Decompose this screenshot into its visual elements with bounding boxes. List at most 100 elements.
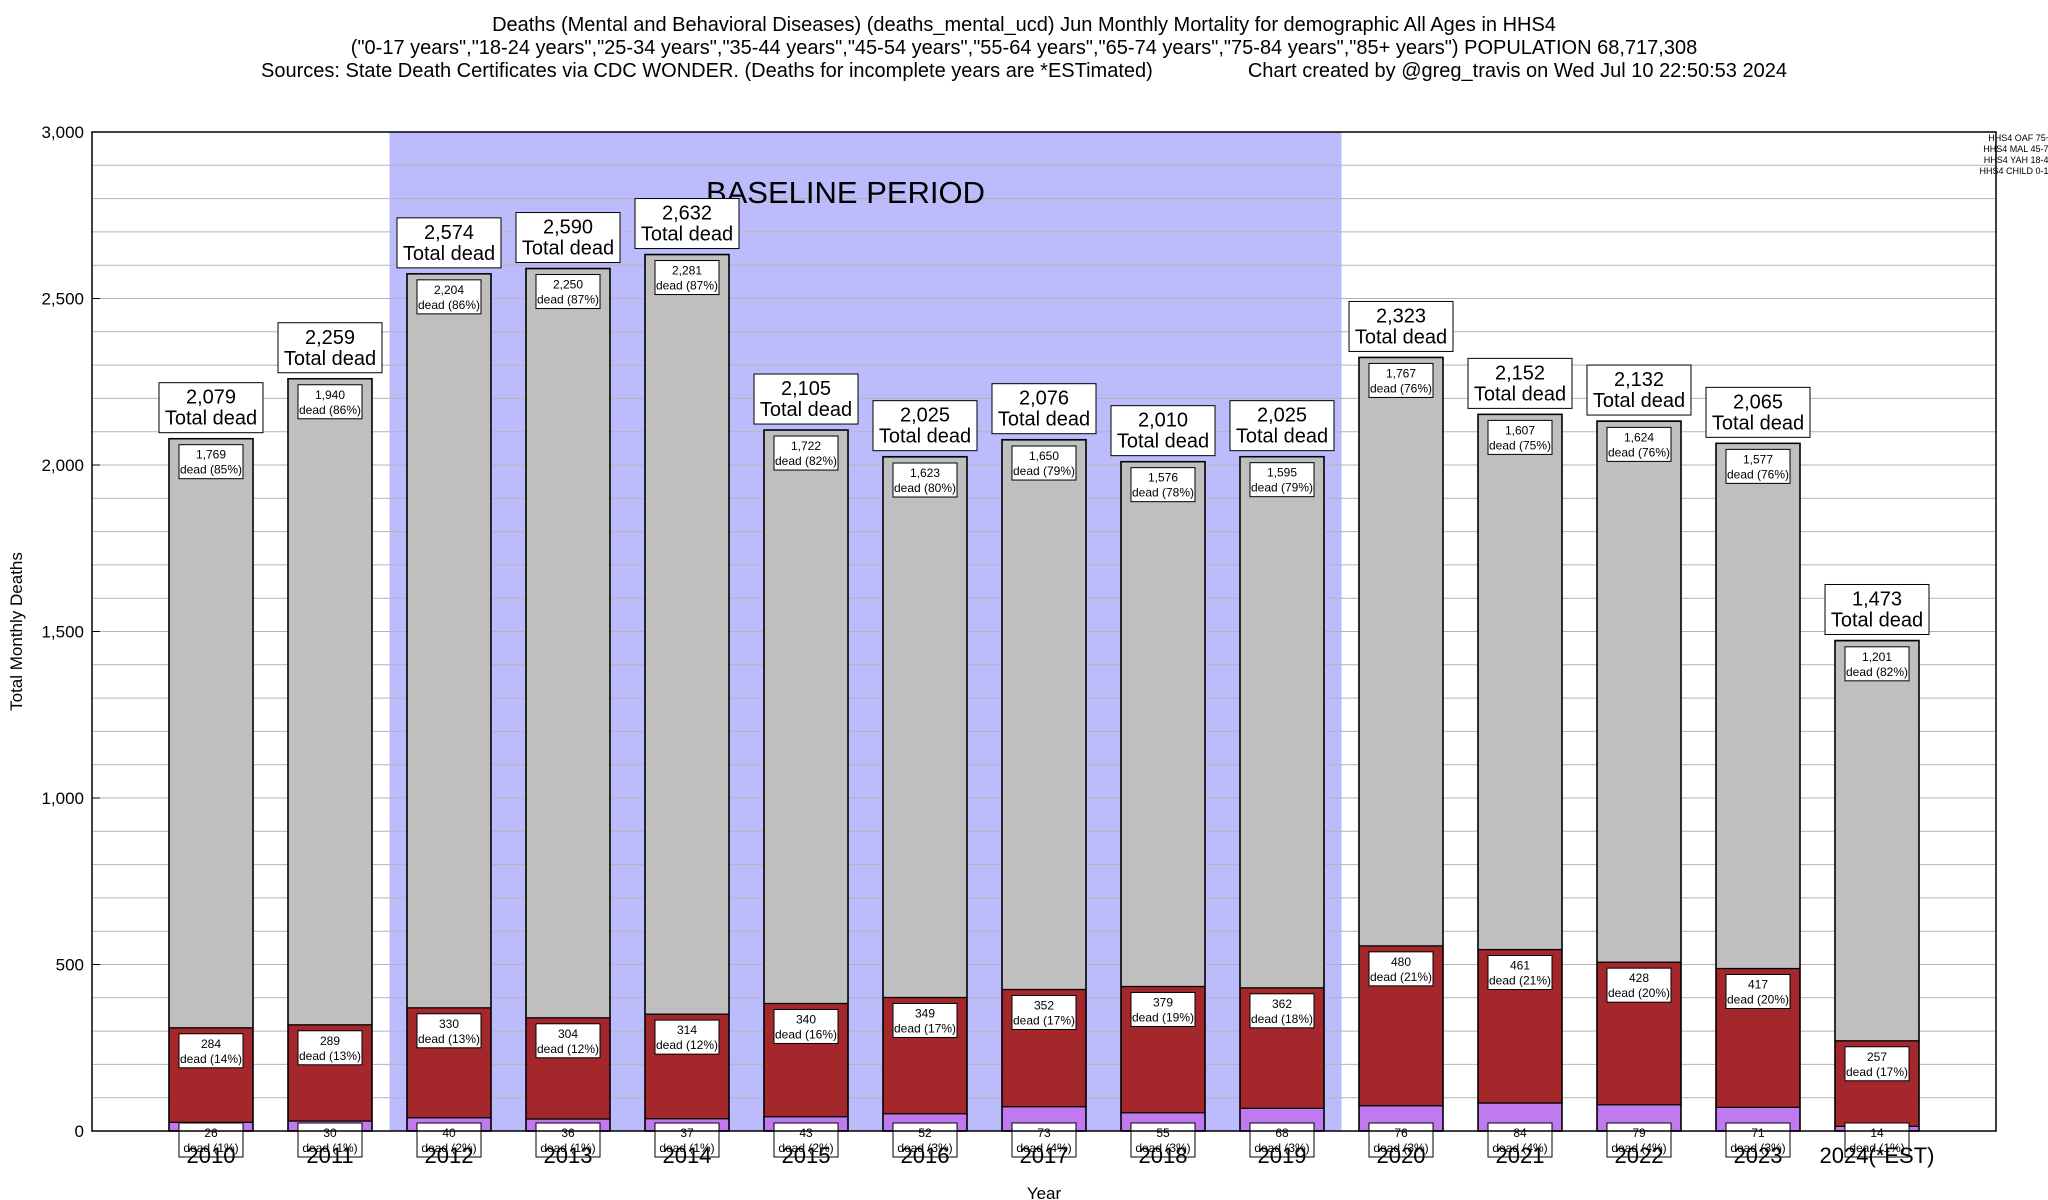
total-label-value: 2,323 [1376, 305, 1426, 327]
data-label-value: 79 [1632, 1126, 1646, 1140]
bar-segment [1239, 456, 1325, 989]
data-label-pct: dead (76%) [1727, 467, 1789, 481]
data-label-pct: dead (20%) [1608, 986, 1670, 1000]
data-label-value: 330 [439, 1017, 459, 1031]
data-label-value: 2,250 [553, 278, 583, 292]
data-label-pct: dead (86%) [299, 403, 361, 417]
total-label-text: Total dead [165, 408, 257, 430]
total-label-box [277, 322, 383, 374]
data-label-value: 30 [323, 1126, 337, 1140]
data-label-value: 1,576 [1148, 471, 1178, 485]
total-label-box [1824, 583, 1930, 635]
total-label-text: Total dead [1117, 431, 1209, 453]
data-label-box [892, 1002, 958, 1038]
data-label-box [1249, 993, 1315, 1029]
total-label-value: 2,025 [1257, 405, 1307, 427]
total-label-text: Total dead [522, 238, 614, 260]
data-label-pct: dead (1%) [183, 1141, 238, 1155]
data-label-pct: dead (1%) [1849, 1141, 1904, 1155]
total-label-value: 2,079 [186, 387, 236, 409]
data-label-box [1606, 426, 1672, 462]
data-label-value: 352 [1034, 998, 1054, 1012]
bar-segment [1001, 439, 1087, 991]
total-label-text: Total dead [1474, 383, 1566, 405]
bar-segment [406, 273, 492, 1009]
data-label-box [1249, 1122, 1315, 1158]
data-label-pct: dead (3%) [1730, 1141, 1785, 1155]
data-label-box [1487, 419, 1553, 455]
data-label-value: 1,577 [1743, 452, 1773, 466]
data-label-pct: dead (14%) [180, 1052, 242, 1066]
data-label-pct: dead (4%) [1611, 1141, 1666, 1155]
data-label-value: 349 [915, 1006, 935, 1020]
data-label-pct: dead (3%) [897, 1141, 952, 1155]
x-tick-label: 2015 [782, 1143, 831, 1168]
bar-segment [1715, 442, 1801, 970]
total-label-box [1348, 300, 1454, 352]
total-label-text: Total dead [1355, 326, 1447, 348]
data-label-pct: dead (85%) [180, 463, 242, 477]
data-label-box [178, 1122, 244, 1158]
data-label-box [1725, 1122, 1791, 1158]
data-label-value: 1,623 [910, 466, 940, 480]
y-axis-title: Total Monthly Deaths [7, 552, 26, 711]
chart-subtitle: ("0-17 years","18-24 years","25-34 years… [350, 37, 1698, 59]
x-tick-label: 2023 [1734, 1143, 1783, 1168]
y-tick-label: 3,000 [41, 123, 84, 142]
data-label-box [416, 1122, 482, 1158]
bar-segment [1120, 461, 1206, 988]
data-label-box [654, 1122, 720, 1158]
data-label-pct: dead (82%) [775, 454, 837, 468]
total-label-text: Total dead [1593, 390, 1685, 412]
data-label-pct: dead (76%) [1608, 445, 1670, 459]
data-label-value: 379 [1153, 995, 1173, 1009]
total-label-value: 2,132 [1614, 369, 1664, 391]
legend-label: HHS4 CHILD 0-17yo [1979, 166, 2048, 176]
data-label-pct: dead (13%) [418, 1032, 480, 1046]
bar-segment [287, 378, 373, 1026]
data-label-pct: dead (16%) [775, 1027, 837, 1041]
data-label-box [1844, 1122, 1910, 1158]
data-label-box [773, 1122, 839, 1158]
data-label-value: 52 [918, 1126, 932, 1140]
total-label-text: Total dead [998, 409, 1090, 431]
y-tick-label: 500 [56, 956, 84, 975]
bar-segment [1834, 640, 1920, 1042]
y-tick-label: 2,000 [41, 456, 84, 475]
data-label-box [654, 260, 720, 296]
data-label-value: 304 [558, 1027, 578, 1041]
chart-sources: Sources: State Death Certificates via CD… [261, 60, 1153, 82]
total-label-value: 2,152 [1495, 362, 1545, 384]
x-tick-label: 2012 [425, 1143, 474, 1168]
x-tick-label: 2024(*EST) [1820, 1143, 1935, 1168]
data-label-pct: dead (12%) [656, 1038, 718, 1052]
total-label-box [158, 382, 264, 434]
data-label-value: 461 [1510, 959, 1530, 973]
y-tick-label: 2,500 [41, 290, 84, 309]
x-tick-label: 2022 [1615, 1143, 1664, 1168]
data-label-pct: dead (3%) [1373, 1141, 1428, 1155]
y-tick-label: 1,500 [41, 623, 84, 642]
x-tick-label: 2014 [663, 1143, 712, 1168]
data-label-pct: dead (86%) [418, 298, 480, 312]
total-label-value: 2,259 [305, 327, 355, 349]
data-label-pct: dead (82%) [1846, 665, 1908, 679]
total-label-box [515, 212, 621, 264]
data-label-value: 40 [442, 1126, 456, 1140]
bar-segment [882, 456, 968, 999]
data-label-value: 314 [677, 1023, 697, 1037]
data-label-pct: dead (17%) [1013, 1013, 1075, 1027]
data-label-value: 1,769 [196, 448, 226, 462]
legend-label: HHS4 OAF 75+ yo [1988, 133, 2048, 143]
data-label-box [1368, 951, 1434, 987]
data-label-value: 73 [1037, 1126, 1051, 1140]
data-label-box [178, 444, 244, 480]
legend-label: HHS4 MAL 45-74yo [1983, 144, 2048, 154]
data-label-pct: dead (1%) [302, 1141, 357, 1155]
data-label-box [178, 1033, 244, 1069]
total-label-value: 2,076 [1019, 388, 1069, 410]
